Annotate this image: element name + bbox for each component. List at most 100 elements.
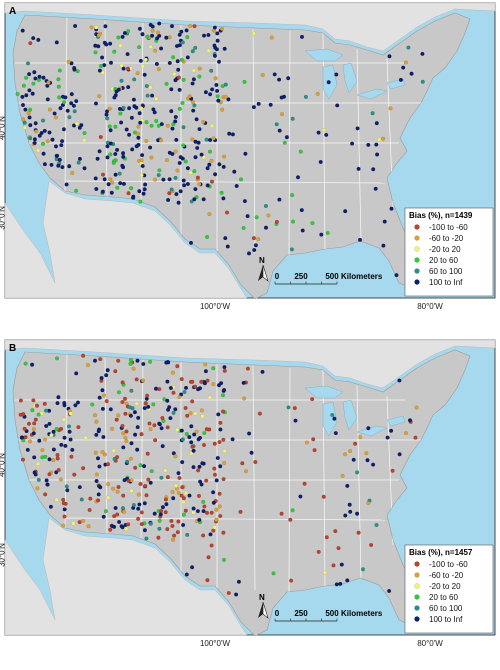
gauge-point	[36, 37, 41, 42]
gauge-point	[208, 532, 213, 537]
gauge-point	[139, 522, 144, 527]
gauge-point	[181, 522, 186, 528]
gauge-point	[31, 398, 36, 403]
gauge-point	[251, 236, 256, 241]
gauge-point	[117, 519, 122, 525]
gauge-point	[97, 68, 102, 73]
legend-swatch	[414, 616, 420, 622]
gauge-point	[209, 179, 215, 184]
gauge-point	[121, 493, 126, 498]
gauge-point	[217, 439, 222, 445]
gauge-point	[35, 461, 41, 466]
gauge-point	[212, 25, 217, 30]
gauge-point	[241, 225, 246, 231]
gauge-point	[302, 481, 307, 486]
gauge-point	[26, 421, 32, 426]
gauge-point	[121, 154, 126, 159]
gauge-point	[54, 356, 60, 361]
gauge-point	[94, 25, 99, 30]
gauge-point	[374, 522, 379, 528]
gauge-point	[242, 79, 247, 84]
gauge-point	[358, 435, 363, 440]
scale-unit-label: Kilometers	[341, 609, 383, 618]
gauge-point	[246, 251, 252, 256]
gauge-point	[35, 486, 40, 491]
gauge-point	[298, 494, 303, 499]
gauge-point	[173, 454, 178, 459]
gauge-point	[55, 153, 60, 158]
gauge-point	[176, 75, 181, 80]
gauge-point	[167, 60, 172, 66]
gauge-point	[220, 409, 226, 414]
gauge-point	[33, 121, 38, 126]
gauge-point	[30, 408, 35, 413]
gauge-point	[172, 533, 177, 538]
gauge-point	[37, 133, 42, 138]
gauge-point	[24, 75, 29, 80]
gauge-point	[54, 497, 59, 502]
gauge-point	[160, 415, 165, 421]
gauge-point	[353, 441, 358, 446]
gauge-point	[57, 68, 62, 73]
legend-swatch	[414, 605, 420, 611]
gauge-point	[115, 147, 120, 152]
gauge-point	[20, 457, 26, 462]
gauge-point	[203, 362, 208, 367]
gauge-point	[103, 509, 108, 514]
legend-item-label: -20 to 20	[429, 245, 461, 254]
gauge-point	[157, 421, 162, 426]
gauge-point	[191, 448, 196, 453]
gauge-point	[173, 483, 179, 488]
gauge-point	[322, 570, 328, 575]
gauge-point	[168, 385, 173, 391]
gauge-point	[15, 91, 20, 97]
gauge-point	[388, 106, 393, 111]
state-border-line	[252, 28, 256, 254]
gauge-point	[170, 126, 175, 131]
gauge-point	[41, 151, 46, 156]
gauge-point	[116, 484, 121, 490]
gauge-point	[30, 91, 35, 96]
gauge-point	[121, 431, 126, 436]
great-lake	[304, 385, 344, 399]
gauge-point	[318, 159, 323, 165]
gauge-point	[190, 379, 195, 384]
gauge-point	[339, 562, 344, 567]
gauge-point	[204, 427, 209, 432]
gauge-point	[173, 119, 178, 124]
gauge-point	[148, 44, 153, 49]
gauge-point	[126, 478, 131, 483]
gauge-point	[144, 138, 149, 144]
gauge-point	[195, 145, 200, 151]
gauge-point	[199, 408, 204, 413]
longitude-label: 80°0'W	[417, 639, 443, 648]
gauge-point	[155, 36, 160, 41]
gauge-point	[43, 492, 48, 497]
gauge-point	[236, 579, 241, 584]
gauge-point	[336, 546, 341, 551]
gauge-point	[66, 424, 72, 429]
gauge-point	[164, 158, 170, 163]
gauge-point	[144, 83, 149, 89]
gauge-point	[420, 51, 425, 56]
gauge-point	[97, 94, 102, 99]
gauge-point	[148, 145, 153, 150]
gauge-point	[75, 400, 81, 405]
gauge-point	[96, 33, 101, 38]
gauge-point	[381, 243, 386, 248]
gauge-point	[181, 496, 186, 501]
gauge-point	[242, 199, 247, 204]
gauge-point	[187, 435, 192, 440]
gauge-point	[156, 173, 161, 178]
gauge-point	[137, 26, 142, 31]
gauge-point	[47, 421, 52, 426]
gauge-point	[62, 514, 67, 519]
gauge-point	[76, 425, 81, 430]
gauge-point	[196, 387, 201, 392]
gauge-point	[97, 395, 102, 400]
great-lake	[356, 425, 388, 437]
gauge-point	[222, 365, 227, 370]
gauge-point	[62, 507, 67, 512]
gauge-point	[263, 203, 268, 209]
gauge-point	[189, 424, 194, 429]
